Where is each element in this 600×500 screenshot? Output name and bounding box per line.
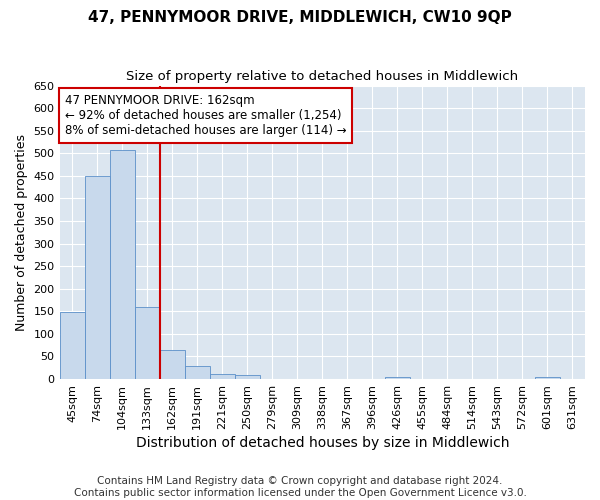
X-axis label: Distribution of detached houses by size in Middlewich: Distribution of detached houses by size … — [136, 436, 509, 450]
Bar — [209, 374, 235, 379]
Text: 47, PENNYMOOR DRIVE, MIDDLEWICH, CW10 9QP: 47, PENNYMOOR DRIVE, MIDDLEWICH, CW10 9Q… — [88, 10, 512, 25]
Bar — [535, 377, 560, 379]
Bar — [110, 150, 134, 379]
Bar — [59, 312, 85, 379]
Text: Contains HM Land Registry data © Crown copyright and database right 2024.
Contai: Contains HM Land Registry data © Crown c… — [74, 476, 526, 498]
Y-axis label: Number of detached properties: Number of detached properties — [15, 134, 28, 331]
Text: 47 PENNYMOOR DRIVE: 162sqm
← 92% of detached houses are smaller (1,254)
8% of se: 47 PENNYMOOR DRIVE: 162sqm ← 92% of deta… — [65, 94, 346, 138]
Title: Size of property relative to detached houses in Middlewich: Size of property relative to detached ho… — [126, 70, 518, 83]
Bar — [235, 376, 260, 379]
Bar — [185, 366, 209, 379]
Bar — [85, 176, 110, 379]
Bar — [160, 350, 185, 379]
Bar — [134, 307, 160, 379]
Bar — [385, 377, 410, 379]
